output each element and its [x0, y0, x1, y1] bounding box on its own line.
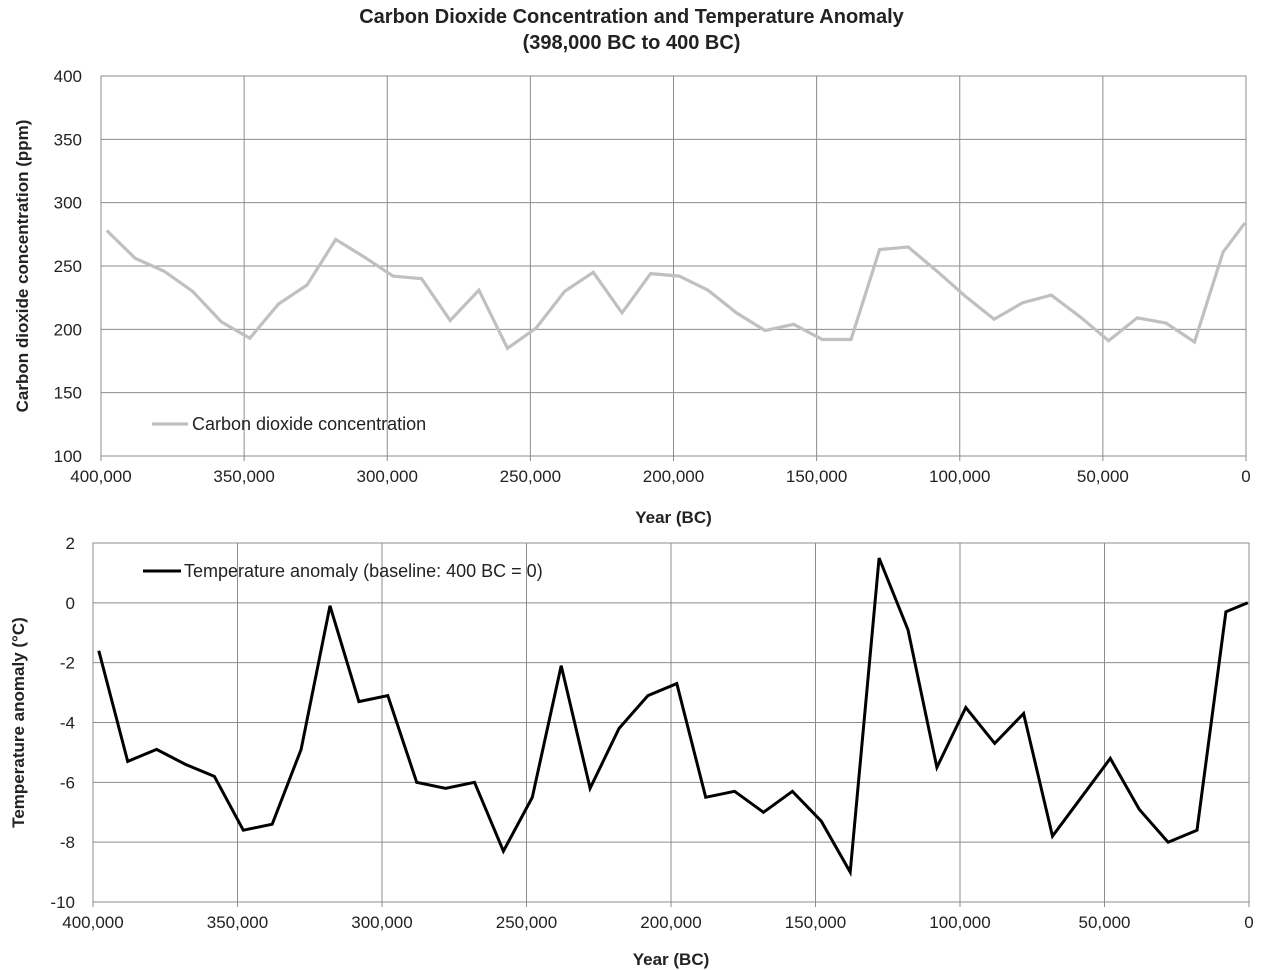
chart2-y-tick-label: 0 — [66, 594, 75, 613]
chart2-x-tick-label: 100,000 — [929, 913, 990, 932]
chart1-x-tick-label: 350,000 — [213, 467, 274, 486]
chart1-y-tick-label: 350 — [54, 130, 82, 149]
chart1-x-tick-label: 400,000 — [70, 467, 131, 486]
chart1-legend-label: Carbon dioxide concentration — [192, 414, 426, 434]
chart1-y-tick-label: 250 — [54, 257, 82, 276]
chart1-y-axis-title: Carbon dioxide concentration (ppm) — [13, 120, 32, 413]
chart1-x-tick-label: 50,000 — [1077, 467, 1129, 486]
chart2-y-tick-label: 2 — [66, 534, 75, 553]
chart-title: Carbon Dioxide Concentration and Tempera… — [359, 6, 904, 28]
chart2-y-tick-label: -4 — [60, 714, 75, 733]
chart2-y-tick-label: -6 — [60, 773, 75, 792]
chart1-y-tick-label: 300 — [54, 194, 82, 213]
chart1-x-tick-label: 150,000 — [786, 467, 847, 486]
chart2-x-tick-label: 150,000 — [785, 913, 846, 932]
chart2-x-axis-title: Year (BC) — [633, 950, 710, 969]
chart1-y-tick-label: 400 — [54, 67, 82, 86]
chart2-y-axis-title: Temperature anomaly (°C) — [9, 617, 28, 828]
chart1-y-tick-label: 200 — [54, 320, 82, 339]
chart1-y-tick-label: 100 — [54, 447, 82, 466]
chart2-y-tick-label: -8 — [60, 833, 75, 852]
chart2-legend-label: Temperature anomaly (baseline: 400 BC = … — [184, 561, 543, 581]
chart2-series-line — [97, 557, 1249, 877]
chart2-x-tick-label: 400,000 — [62, 913, 123, 932]
chart1-x-tick-label: 100,000 — [929, 467, 990, 486]
chart2-x-tick-label: 50,000 — [1079, 913, 1131, 932]
chart1-x-tick-label: 200,000 — [643, 467, 704, 486]
chart1-plot-border — [100, 75, 1247, 457]
chart1-x-tick-label: 250,000 — [500, 467, 561, 486]
chart1-x-axis-title: Year (BC) — [635, 508, 712, 527]
chart2-y-tick-label: -10 — [50, 893, 75, 912]
chart1-x-tick-label: 300,000 — [357, 467, 418, 486]
chart2-x-tick-label: 350,000 — [207, 913, 268, 932]
chart2-x-tick-label: 200,000 — [640, 913, 701, 932]
chart1-y-tick-label: 150 — [54, 384, 82, 403]
chart-subtitle: (398,000 BC to 400 BC) — [522, 32, 741, 54]
chart2-y-tick-label: -2 — [60, 654, 75, 673]
chart2-x-tick-label: 300,000 — [351, 913, 412, 932]
chart2-x-tick-label: 250,000 — [496, 913, 557, 932]
chart2-plot-border — [92, 542, 1250, 903]
chart1-x-tick-label: 0 — [1241, 467, 1250, 486]
chart2-x-tick-label: 0 — [1244, 913, 1253, 932]
